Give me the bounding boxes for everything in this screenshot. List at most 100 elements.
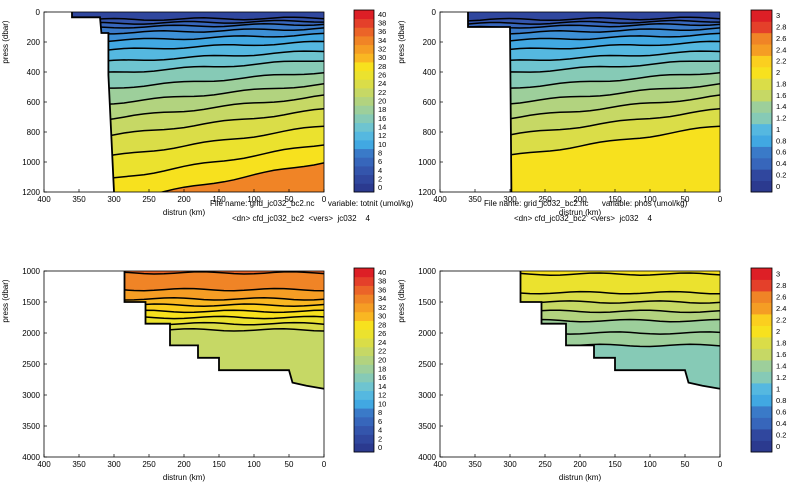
mask-edge	[71, 12, 115, 192]
colorbar-swatch	[354, 53, 374, 63]
colorbar-tick-label: 1.6	[776, 350, 786, 359]
colorbar-tick-label: 0	[378, 443, 382, 452]
x-axis-label: distrun (km)	[559, 473, 602, 482]
caption-top-left-line1: File name: grid_jc032_bc2.nc variable: t…	[210, 199, 414, 208]
plot-area	[440, 12, 720, 192]
colorbar-tick-label: 38	[378, 19, 386, 28]
colorbar-tick-label: 0.8	[776, 396, 786, 405]
plot-area	[440, 271, 720, 457]
colorbar-tick-label: 1.8	[776, 79, 786, 88]
colorbar-swatch	[354, 131, 374, 141]
colorbar-swatch	[354, 443, 374, 453]
colorbar-tick-label: 4	[378, 166, 382, 175]
colorbar-swatch	[751, 21, 772, 34]
colorbar: 0 0.2 0.4 0.6 0.8 1 1.2 1.4 1.6 1.8 2 2.2 2.4 2.6 2.8 3	[750, 9, 786, 193]
y-axis-label: press (dbar)	[1, 20, 10, 63]
x-tick-label: 200	[573, 460, 587, 469]
colorbar-swatch	[751, 10, 772, 22]
colorbar-tick-label: 34	[378, 294, 386, 303]
x-tick-label: 250	[538, 460, 552, 469]
y-tick-label: 4000	[22, 453, 40, 462]
colorbar-swatch	[354, 408, 374, 418]
colorbar-swatch	[354, 174, 374, 184]
y-tick-label: 200	[423, 38, 437, 47]
colorbar-swatch	[751, 406, 772, 418]
x-tick-label: 50	[681, 195, 690, 204]
colorbar-tick-label: 0	[378, 183, 382, 192]
colorbar-swatch	[751, 348, 772, 361]
colorbar-tick-label: 2.2	[776, 57, 786, 66]
x-tick-label: 200	[573, 195, 587, 204]
colorbar-swatch	[751, 146, 772, 159]
colorbar-tick-label: 14	[378, 382, 386, 391]
colorbar-tick-label: 32	[378, 303, 386, 312]
colorbar-tick-label: 1.8	[776, 338, 786, 347]
colorbar-tick-label: 40	[378, 268, 386, 277]
colorbar-frame	[750, 9, 773, 193]
colorbar-tick-label: 16	[378, 114, 386, 123]
x-tick-label: 400	[433, 460, 447, 469]
colorbar-swatch	[354, 329, 374, 339]
panel-left-top: 400 350 300 250 200 150 100 50 00200400600800100…	[1, 8, 386, 217]
colorbar-tick-label: 24	[378, 79, 386, 88]
colorbar-tick-label: 40	[378, 10, 386, 19]
y-tick-label: 800	[423, 128, 437, 137]
colorbar-swatch	[751, 112, 772, 125]
colorbar-frame	[750, 267, 773, 453]
colorbar-swatch	[354, 183, 374, 193]
colorbar-swatch	[751, 302, 772, 315]
colorbar-swatch	[354, 364, 374, 374]
colorbar-swatch	[354, 434, 374, 444]
y-tick-label: 3500	[22, 422, 40, 431]
colorbar-swatch	[751, 440, 772, 453]
contour-line	[440, 16, 720, 22]
x-tick-label: 400	[37, 195, 51, 204]
colorbar-tick-label: 32	[378, 45, 386, 54]
x-tick-label: 150	[608, 195, 622, 204]
x-tick-label: 350	[72, 460, 86, 469]
panel-right-top: 400 350 300 250 200 150 100 50 00200400600800100…	[397, 8, 786, 217]
y-tick-label: 3000	[418, 391, 436, 400]
colorbar-swatch	[751, 417, 772, 430]
colorbar-tick-label: 24	[378, 338, 386, 347]
x-tick-label: 100	[247, 460, 261, 469]
colorbar-tick-label: 14	[378, 123, 386, 132]
colorbar-tick-label: 3	[776, 11, 780, 20]
colorbar-tick-label: 26	[378, 329, 386, 338]
x-tick-label: 150	[212, 195, 226, 204]
colorbar-swatch	[354, 36, 374, 46]
colorbar-tick-label: 0.4	[776, 419, 786, 428]
y-tick-label: 200	[27, 38, 41, 47]
colorbar-swatch	[354, 373, 374, 383]
y-tick-label: 4000	[418, 453, 436, 462]
x-tick-label: 100	[643, 460, 657, 469]
x-tick-label: 250	[538, 195, 552, 204]
y-tick-label: 3000	[22, 391, 40, 400]
colorbar-tick-label: 2.4	[776, 45, 786, 54]
caption-top-right-line2: <dn> cfd_jc032_bc2 <vers> jc032 4	[514, 214, 652, 223]
colorbar-tick-label: 6	[378, 417, 382, 426]
x-tick-label: 400	[37, 460, 51, 469]
colorbar-tick-label: 20	[378, 97, 386, 106]
colorbar-tick-label: 0	[776, 442, 780, 451]
colorbar-swatch	[354, 79, 374, 89]
colorbar: 0 0.2 0.4 0.6 0.8 1 1.2 1.4 1.6 1.8 2 2.2 2.4 2.6 2.8 3	[750, 267, 786, 453]
colorbar-swatch	[751, 429, 772, 441]
colorbar-swatch	[354, 18, 374, 28]
plot-area	[44, 271, 324, 457]
plot-area	[44, 12, 324, 192]
y-tick-label: 1000	[22, 267, 40, 276]
x-axis-label: distrun (km)	[559, 208, 602, 217]
no-data-region	[440, 12, 512, 192]
colorbar-swatch	[354, 416, 374, 427]
x-tick-label: 200	[177, 195, 191, 204]
colorbar-tick-label: 30	[378, 53, 386, 62]
colorbar-swatch	[354, 390, 374, 400]
contour-line	[159, 162, 324, 192]
colorbar-tick-label: 2	[378, 434, 382, 443]
colorbar-swatch	[751, 383, 772, 395]
colorbar-tick-label: 22	[378, 88, 386, 97]
colorbar-tick-label: 12	[378, 131, 386, 140]
colorbar-tick-label: 0.6	[776, 407, 786, 416]
